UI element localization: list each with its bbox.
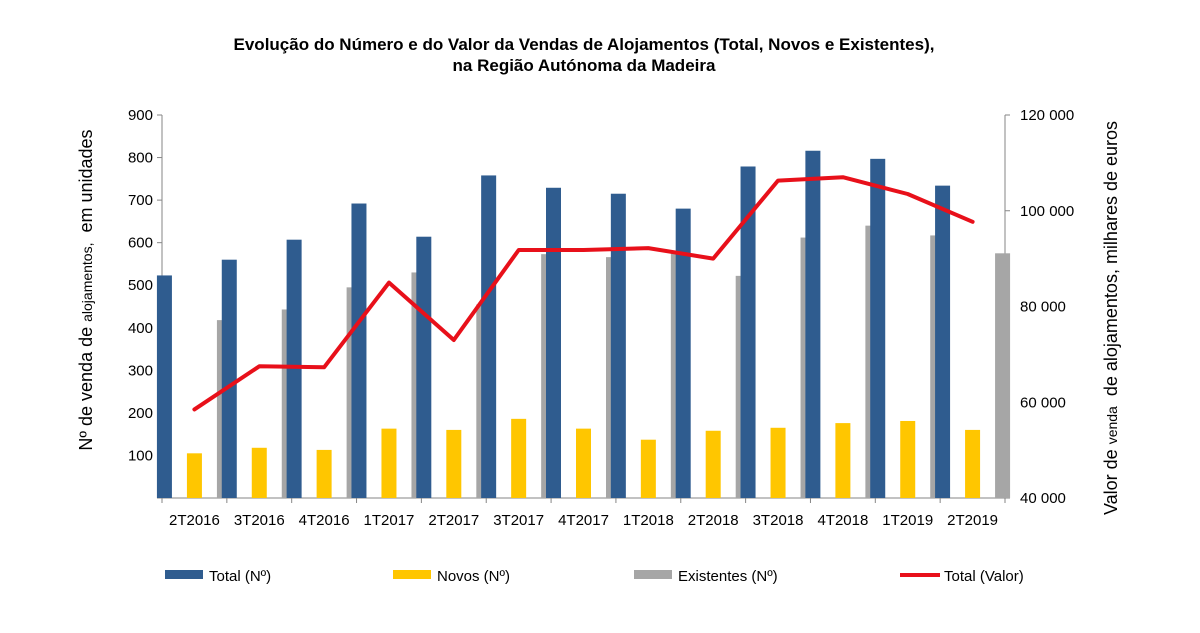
legend-label: Existentes (Nº) <box>678 568 778 585</box>
bar <box>805 150 821 498</box>
y-axis-left-label-part3: em unidades <box>76 129 96 242</box>
y-axis-left-label-part1: Nº de venda de <box>76 322 96 451</box>
line-point <box>387 281 391 285</box>
line-point <box>906 192 910 196</box>
y-tick-label-left: 100 <box>128 447 153 464</box>
y-tick-label-right: 40 000 <box>1020 490 1066 507</box>
bar <box>251 447 267 498</box>
line-point <box>257 364 261 368</box>
legend-swatch <box>634 570 672 579</box>
y-axis-right-label-part3: de alojamentos, milhares de euros <box>1101 121 1121 406</box>
bar <box>381 428 397 498</box>
bar <box>995 253 1011 498</box>
bar <box>416 236 432 498</box>
line-point <box>776 179 780 183</box>
x-tick-label: 3T2016 <box>234 512 285 529</box>
x-tick-label: 3T2018 <box>753 512 804 529</box>
legend-swatch <box>165 570 203 579</box>
bar <box>351 203 367 498</box>
legend-label: Novos (Nº) <box>437 568 510 585</box>
bar <box>640 439 656 498</box>
bar <box>546 187 561 498</box>
series-line <box>192 175 975 412</box>
y-tick-label-left: 200 <box>128 405 153 422</box>
bar <box>481 175 497 498</box>
bar <box>511 418 527 498</box>
chart-title-line1: Evolução do Número e do Valor da Vendas … <box>234 35 935 54</box>
y-tick-label-right: 120 000 <box>1020 107 1074 124</box>
line-point <box>711 257 715 261</box>
x-tick-label: 2T2016 <box>169 512 220 529</box>
y-axis-left-label-part2: alojamentos, <box>79 243 95 322</box>
bar <box>221 259 237 498</box>
y-tick-label-left: 900 <box>128 107 153 124</box>
y-tick-label-right: 100 000 <box>1020 203 1074 220</box>
x-tick-label: 1T2019 <box>882 512 933 529</box>
y-tick-label-left: 400 <box>128 320 153 337</box>
line-point <box>452 338 456 342</box>
x-tick-label: 1T2018 <box>623 512 674 529</box>
y-tick-label-left: 300 <box>128 362 153 379</box>
bar <box>316 449 332 498</box>
bar <box>610 193 626 498</box>
legend-label: Total (Nº) <box>209 568 271 585</box>
y-tick-label-left: 600 <box>128 235 153 252</box>
line-point <box>971 220 975 224</box>
x-tick-label: 2T2019 <box>947 512 998 529</box>
x-tick-label: 4T2018 <box>817 512 868 529</box>
x-tick-label: 2T2017 <box>428 512 479 529</box>
x-tick-label: 4T2016 <box>299 512 350 529</box>
line-point <box>517 248 521 252</box>
y-axis-left-label: Nº de venda de alojamentos, em unidades <box>76 129 96 450</box>
bar <box>156 275 172 498</box>
line-point <box>322 365 326 369</box>
bar <box>740 166 756 498</box>
y-tick-label-left: 700 <box>128 192 153 209</box>
bar <box>770 427 786 498</box>
bar <box>446 429 462 498</box>
plot-area: 100 200 300 400 500 600 700 800 900 40 000 60 000 8… <box>128 107 1074 529</box>
bar <box>835 423 851 498</box>
x-tick-label: 4T2017 <box>558 512 609 529</box>
y-tick-label-left: 500 <box>128 277 153 294</box>
legend-swatch <box>393 570 431 579</box>
y-axis-right-label-part2: venda <box>1104 406 1120 444</box>
line-point <box>582 248 585 252</box>
line-point <box>841 175 845 179</box>
bar <box>286 239 302 498</box>
legend-label: Total (Valor) <box>944 568 1024 585</box>
line-point <box>192 407 196 411</box>
y-tick-label-right: 60 000 <box>1020 394 1066 411</box>
bar <box>186 453 202 498</box>
bar <box>935 185 951 499</box>
y-tick-label-left: 800 <box>128 150 153 167</box>
y-axis-right-label-part1: Valor de <box>1101 444 1121 515</box>
x-tick-label: 3T2017 <box>493 512 544 529</box>
x-tick-label: 1T2017 <box>364 512 415 529</box>
line-point <box>646 246 650 250</box>
bar <box>965 429 981 498</box>
bar <box>900 420 916 498</box>
y-axis-right-label: Valor de venda de alojamentos, milhares … <box>1101 121 1121 515</box>
y-tick-label-right: 80 000 <box>1020 299 1066 316</box>
x-tick-label: 2T2018 <box>688 512 739 529</box>
bar <box>705 430 721 498</box>
legend: Total (Nº) Novos (Nº) Existentes (Nº) Total… <box>165 568 1024 585</box>
chart-title-line2: na Região Autónoma da Madeira <box>453 56 716 75</box>
bar <box>870 158 886 499</box>
bar <box>576 428 591 498</box>
bar <box>675 208 691 498</box>
